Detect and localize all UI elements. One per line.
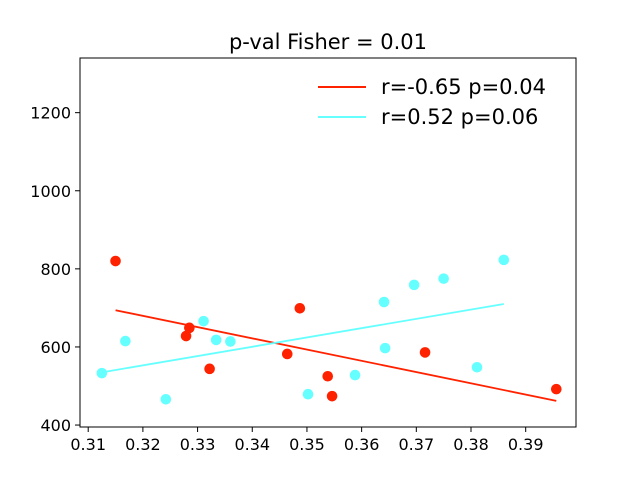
- data-point-series-2: [408, 279, 420, 291]
- legend-label: r=-0.65 p=0.04: [381, 75, 546, 99]
- data-point-series-1: [551, 383, 562, 395]
- y-tick-label: 600: [40, 338, 71, 357]
- data-point-series-2: [498, 254, 510, 266]
- data-point-series-1: [204, 363, 215, 375]
- data-point-series-1: [419, 347, 431, 358]
- data-point-series-2: [210, 334, 222, 346]
- points-layer: [96, 254, 562, 405]
- data-point-series-2: [225, 336, 236, 347]
- data-point-series-1: [184, 322, 195, 334]
- y-tick-label: 1000: [30, 182, 71, 201]
- x-tick-label: 0.37: [399, 435, 435, 454]
- data-point-series-2: [438, 273, 449, 284]
- x-tick-label: 0.31: [70, 435, 106, 454]
- data-point-series-2: [349, 369, 361, 381]
- x-tick-label: 0.36: [344, 435, 380, 454]
- x-tick-label: 0.38: [453, 435, 489, 454]
- data-point-series-2: [379, 342, 391, 354]
- legend-label: r=0.52 p=0.06: [381, 105, 538, 129]
- data-point-series-1: [180, 330, 192, 342]
- legend: r=-0.65 p=0.04 r=0.52 p=0.06: [318, 75, 546, 129]
- y-axis: 400 600 800 1000 1200: [30, 104, 80, 435]
- data-point-series-2: [378, 296, 390, 308]
- y-tick-label: 800: [40, 260, 71, 279]
- plot-frame: [79, 57, 577, 428]
- data-point-series-1: [110, 255, 121, 267]
- chart-title: p-val Fisher = 0.01: [229, 30, 427, 54]
- fit-line-series-1: [115, 309, 557, 402]
- data-point-series-2: [471, 361, 483, 373]
- x-axis: 0.31 0.32 0.33 0.34 0.35 0.36 0.37 0.38 0.39: [70, 427, 544, 454]
- data-point-series-1: [322, 370, 334, 382]
- x-tick-label: 0.32: [125, 435, 161, 454]
- x-tick-label: 0.39: [508, 435, 544, 454]
- plot-area: [79, 57, 577, 428]
- y-tick-label: 400: [40, 416, 71, 435]
- x-tick-label: 0.35: [289, 435, 325, 454]
- data-point-series-2: [302, 388, 314, 400]
- fit-lines: [101, 303, 557, 402]
- data-point-series-2: [120, 335, 131, 347]
- data-point-series-2: [96, 367, 108, 379]
- y-tick-label: 1200: [30, 104, 71, 123]
- data-point-series-1: [281, 348, 293, 360]
- data-point-series-1: [294, 302, 306, 314]
- x-tick-label: 0.34: [234, 435, 270, 454]
- data-point-series-1: [326, 390, 338, 402]
- fit-line-series-2: [101, 303, 504, 374]
- data-point-series-2: [198, 315, 209, 327]
- data-point-series-2: [160, 393, 172, 405]
- x-tick-label: 0.33: [180, 435, 216, 454]
